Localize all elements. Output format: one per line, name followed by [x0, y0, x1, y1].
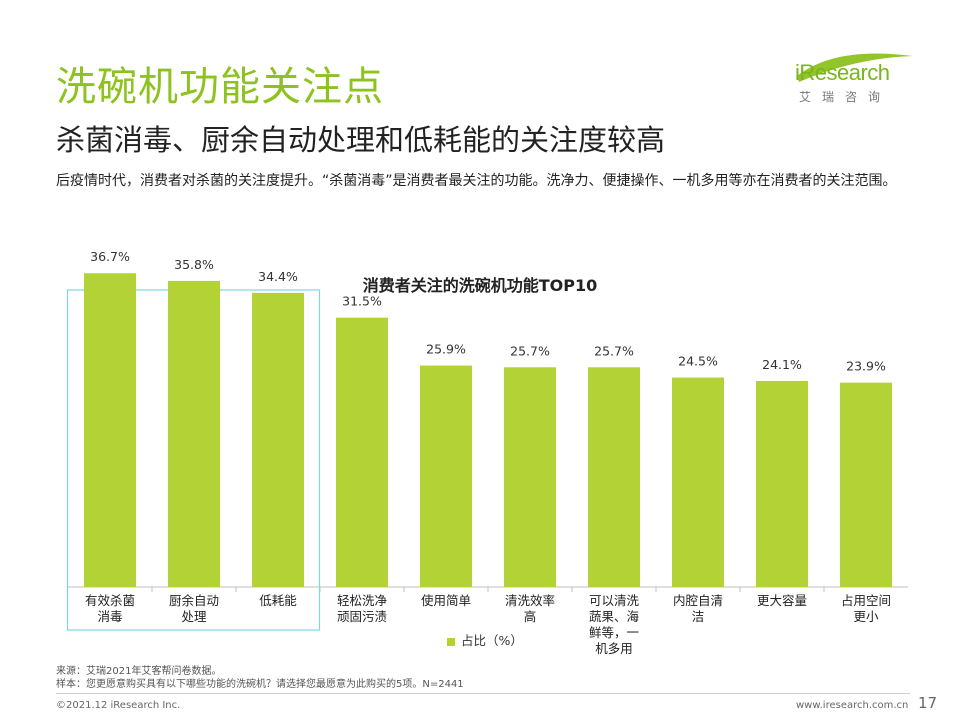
website-link[interactable]: www.iresearch.com.cn	[796, 700, 909, 711]
category-label-line: 使用简单	[420, 593, 471, 608]
category-label-line: 高	[523, 609, 537, 624]
source-line: 来源：艾瑞2021年艾客帮问卷数据。	[56, 666, 222, 677]
category-label-line: 内腔自清	[672, 593, 723, 608]
legend-swatch	[447, 637, 455, 646]
category-label-5: 使用简单	[410, 593, 482, 609]
bar-3	[252, 292, 304, 587]
category-label-9: 更大容量	[746, 593, 818, 609]
category-label-line: 清洗效率	[504, 593, 555, 608]
page-number: 17	[918, 694, 938, 712]
category-label-8: 内腔自清洁	[662, 593, 734, 625]
category-label-6: 清洗效率高	[494, 593, 566, 625]
value-label-7: 25.7%	[594, 343, 634, 358]
bar-10	[840, 382, 892, 587]
bar-9	[756, 380, 808, 587]
value-label-4: 31.5%	[342, 294, 382, 309]
chart-legend: 占比（%）	[447, 630, 523, 649]
value-label-9: 24.1%	[762, 357, 802, 372]
bar-1	[84, 273, 136, 587]
footer-divider	[56, 693, 910, 694]
iresearch-logo: iResearch 艾瑞咨询	[795, 52, 915, 112]
category-label-line: 低耗能	[259, 593, 297, 608]
category-label-line: 洁	[691, 609, 705, 624]
category-label-line: 更小	[853, 609, 879, 624]
sample-line: 样本：您更愿意购买具有以下哪些功能的洗碗机？请选择您最愿意为此购买的5项。N=2…	[56, 679, 464, 690]
category-label-3: 低耗能	[242, 593, 314, 609]
category-label-line: 蔬果、海	[588, 609, 639, 624]
page-title: 洗碗机功能关注点	[56, 64, 384, 110]
category-label-1: 有效杀菌 消毒	[74, 593, 146, 625]
category-label-4: 轻松洗净 顽固污渍	[326, 593, 398, 625]
page-description: 后疫情时代，消费者对杀菌的关注度提升。“杀菌消毒”是消费者最关注的功能。洗净力、…	[56, 173, 897, 189]
value-label-8: 24.5%	[678, 354, 718, 369]
value-label-6: 25.7%	[510, 343, 550, 358]
bar-7	[588, 367, 640, 587]
category-label-line: 占用空间	[840, 593, 891, 608]
category-label-line: 顽固污渍	[336, 609, 387, 624]
bar-2	[168, 280, 220, 587]
category-label-line: 可以清洗	[588, 593, 639, 608]
logo-swoosh-icon	[797, 53, 913, 82]
category-label-line: 轻松洗净	[336, 593, 387, 608]
category-label-7: 可以清洗 蔬果、海 鲜等，一 机多用	[578, 593, 650, 657]
category-label-line: 厨余自动	[168, 593, 219, 608]
category-label-line: 鲜等，一	[588, 625, 639, 640]
legend-label: 占比（%）	[461, 633, 523, 648]
logo-brand: iResearch	[795, 60, 890, 85]
source-note: 来源：艾瑞2021年艾客帮问卷数据。 样本：您更愿意购买具有以下哪些功能的洗碗机…	[56, 665, 464, 691]
value-label-5: 25.9%	[426, 342, 466, 357]
category-label-2: 厨余自动 处理	[158, 593, 230, 625]
bar-8	[672, 377, 724, 587]
page-subtitle: 杀菌消毒、厨余自动处理和低耗能的关注度较高	[56, 123, 666, 157]
value-label-1: 36.7%	[90, 249, 130, 264]
category-label-line: 有效杀菌	[84, 593, 135, 608]
chart-title: 消费者关注的洗碗机功能TOP10	[362, 276, 598, 295]
value-label-3: 34.4%	[258, 269, 298, 284]
category-label-line: 消毒	[97, 609, 123, 624]
bar-6	[504, 367, 556, 587]
category-label-line: 机多用	[595, 641, 633, 656]
value-label-10: 23.9%	[846, 359, 886, 374]
category-label-line: 更大容量	[756, 593, 807, 608]
category-label-line: 处理	[181, 609, 207, 624]
logo-subtitle: 艾瑞咨询	[799, 90, 892, 104]
category-label-10: 占用空间 更小	[830, 593, 902, 625]
bar-5	[420, 365, 472, 587]
value-label-2: 35.8%	[174, 257, 214, 272]
copyright: ©2021.12 iResearch Inc.	[56, 700, 181, 711]
bar-4	[336, 317, 388, 587]
